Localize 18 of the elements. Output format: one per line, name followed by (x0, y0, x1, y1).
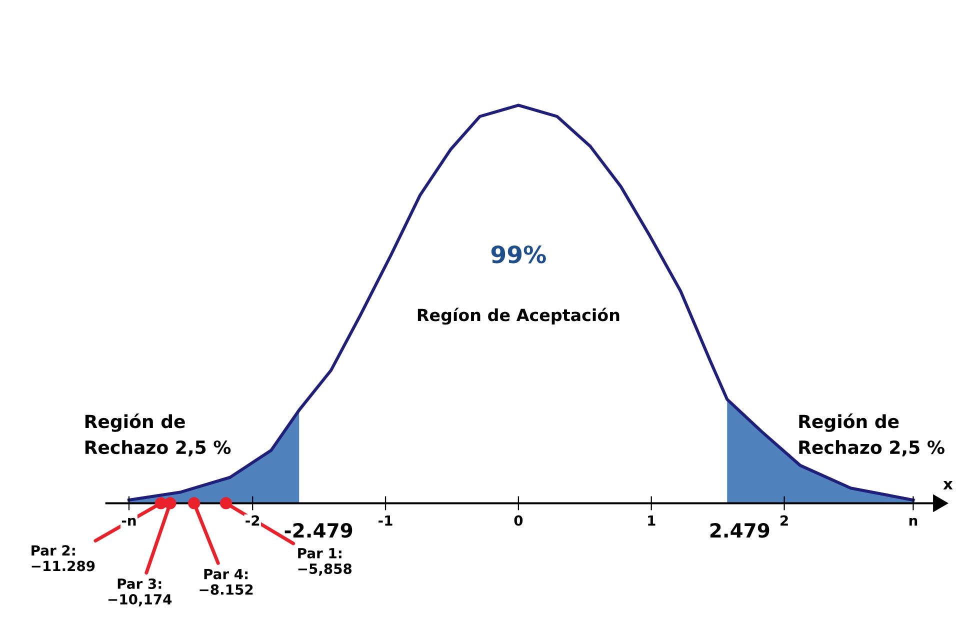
annotation: 2.479 (710, 523, 770, 538)
x-axis-title: x (943, 480, 953, 490)
annotation: Par 2: −11.289 (32, 545, 95, 572)
x-tick-label: 0 (514, 515, 523, 526)
x-tick-label: 2 (780, 515, 788, 526)
annotation: Par 3: −10,174 (108, 578, 172, 606)
annotation: Par 4: −8.152 (200, 568, 253, 595)
annotation: Región de Rechazo 2,5 % (799, 414, 944, 456)
x-tick-label: 1 (648, 515, 656, 526)
annotation: Regíon de Aceptación (418, 308, 620, 325)
x-tick-label: -2 (246, 515, 260, 526)
annotation: 99% (491, 245, 546, 264)
x-tick-label: -1 (378, 515, 392, 526)
annotation: -2.479 (284, 523, 352, 538)
annotation: Par 1: −5,858 (298, 548, 352, 576)
annotation: Región de Rechazo 2,5 % (85, 414, 231, 456)
x-tick-label: -n (122, 518, 136, 526)
x-tick-label: n (909, 518, 918, 526)
